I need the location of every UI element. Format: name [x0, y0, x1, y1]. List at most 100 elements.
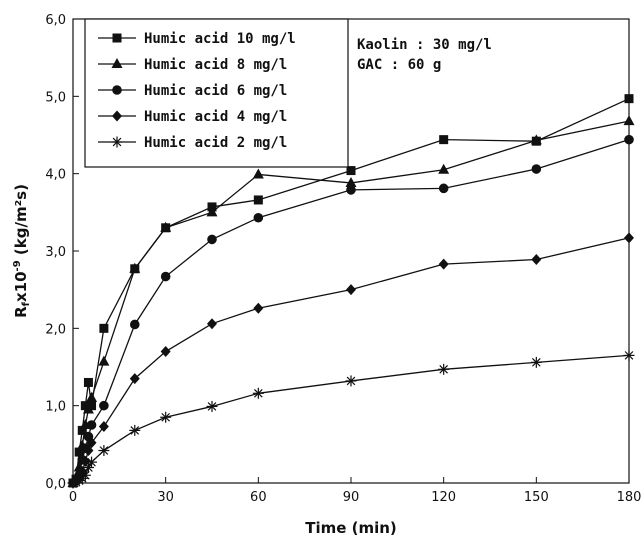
data-point — [438, 363, 450, 375]
data-point — [129, 262, 141, 273]
data-point — [79, 469, 91, 481]
data-point — [623, 349, 635, 361]
legend-item: Humic acid 6 mg/l — [98, 83, 287, 99]
data-point — [345, 375, 357, 387]
y-tick-label: 1,0 — [45, 400, 66, 415]
data-point — [530, 134, 542, 145]
data-point — [74, 447, 84, 457]
series-line — [72, 139, 630, 484]
data-point — [207, 318, 217, 330]
data-point — [345, 176, 357, 187]
data-point — [253, 212, 264, 223]
y-axis-title-sub: f — [21, 301, 32, 306]
data-point — [86, 456, 98, 468]
series-group — [67, 94, 635, 489]
data-point — [82, 403, 94, 414]
data-point — [160, 221, 172, 232]
legend-label: Humic acid 4 mg/l — [144, 109, 287, 125]
y-tick-label: 2,0 — [45, 322, 66, 337]
data-point — [87, 401, 97, 411]
y-tick-label: 6,0 — [45, 13, 66, 28]
x-tick-label: 60 — [250, 490, 267, 505]
legend-item: Humic acid 2 mg/l — [98, 135, 287, 151]
x-tick-label: 180 — [617, 490, 642, 505]
data-point — [253, 302, 264, 314]
data-point — [160, 271, 171, 282]
data-point — [129, 424, 141, 436]
x-tick-label: 90 — [343, 490, 360, 505]
data-point — [98, 355, 110, 366]
data-point — [438, 183, 449, 194]
data-point — [86, 420, 97, 430]
axes: 0 30 60 90 120 150 180 0,0 1,0 2,0 3,0 4,0 5,0 6,0 — [45, 13, 641, 505]
data-point — [129, 319, 140, 330]
data-point — [438, 258, 449, 270]
legend-label: Humic acid 8 mg/l — [144, 57, 287, 73]
data-point — [206, 206, 218, 217]
legend-marker — [112, 33, 122, 43]
series-asterisk — [67, 349, 635, 489]
data-point — [346, 284, 356, 296]
legend: Humic acid 10 mg/l Humic acid 8 mg/l Humic… — [84, 18, 349, 168]
annotation-kaolin: Kaolin : 30 mg/l — [357, 37, 492, 53]
annotation-gac: GAC : 60 g — [357, 57, 441, 73]
y-tick-label: 4,0 — [45, 168, 66, 183]
data-point — [438, 163, 450, 174]
data-point — [80, 401, 90, 411]
series-diamond — [68, 232, 634, 489]
data-point — [530, 356, 542, 368]
data-point — [83, 445, 94, 457]
data-point — [99, 323, 109, 333]
data-point — [624, 94, 634, 104]
x-tick-label: 150 — [524, 490, 549, 505]
data-point — [346, 185, 356, 195]
data-point — [98, 421, 109, 433]
y-axis-title-exp: -9 — [12, 260, 23, 271]
y-tick-label: 3,0 — [45, 245, 66, 260]
legend-label: Humic acid 6 mg/l — [144, 83, 287, 99]
x-axis-title: Time (min) — [305, 519, 397, 537]
legend-label: Humic acid 10 mg/l — [144, 31, 296, 47]
y-axis-title-main: R — [12, 306, 30, 318]
series-circle — [68, 134, 634, 488]
series-line — [72, 354, 630, 484]
legend-marker — [111, 136, 123, 148]
legend-item: Humic acid 8 mg/l — [98, 57, 287, 73]
data-point — [207, 234, 217, 245]
data-point — [252, 168, 264, 179]
y-axis-title: Rfx10-9 (kg/m²s) — [12, 184, 32, 318]
series-line — [72, 98, 630, 484]
legend-item: Humic acid 4 mg/l — [98, 109, 287, 125]
data-point — [623, 115, 635, 126]
data-point — [253, 195, 263, 205]
data-point — [252, 387, 264, 399]
data-point — [77, 425, 87, 435]
data-point — [86, 437, 97, 449]
series-line — [72, 120, 630, 484]
x-tick-label: 120 — [431, 490, 456, 505]
legend-marker — [112, 85, 122, 95]
data-point — [98, 445, 110, 457]
series-line — [72, 237, 630, 484]
data-point — [83, 377, 93, 387]
legend-marker — [111, 58, 123, 68]
data-point — [346, 166, 356, 176]
data-point — [531, 164, 542, 174]
y-axis-title-rest: x10 — [12, 271, 30, 302]
data-point — [206, 400, 218, 412]
data-point — [160, 411, 172, 423]
data-point — [99, 400, 109, 411]
y-tick-label: 5,0 — [45, 90, 66, 105]
legend-marker — [112, 110, 122, 122]
x-tick-label: 30 — [157, 490, 174, 505]
legend-label: Humic acid 2 mg/l — [144, 135, 287, 151]
data-point — [439, 135, 449, 145]
y-axis-title-units: (kg/m²s) — [12, 184, 30, 260]
legend-item: Humic acid 10 mg/l — [98, 31, 296, 47]
y-tick-label: 0,0 — [45, 477, 66, 492]
data-point — [531, 254, 542, 266]
data-point — [624, 232, 634, 244]
data-point — [624, 134, 634, 145]
x-tick-label: 0 — [69, 490, 77, 505]
